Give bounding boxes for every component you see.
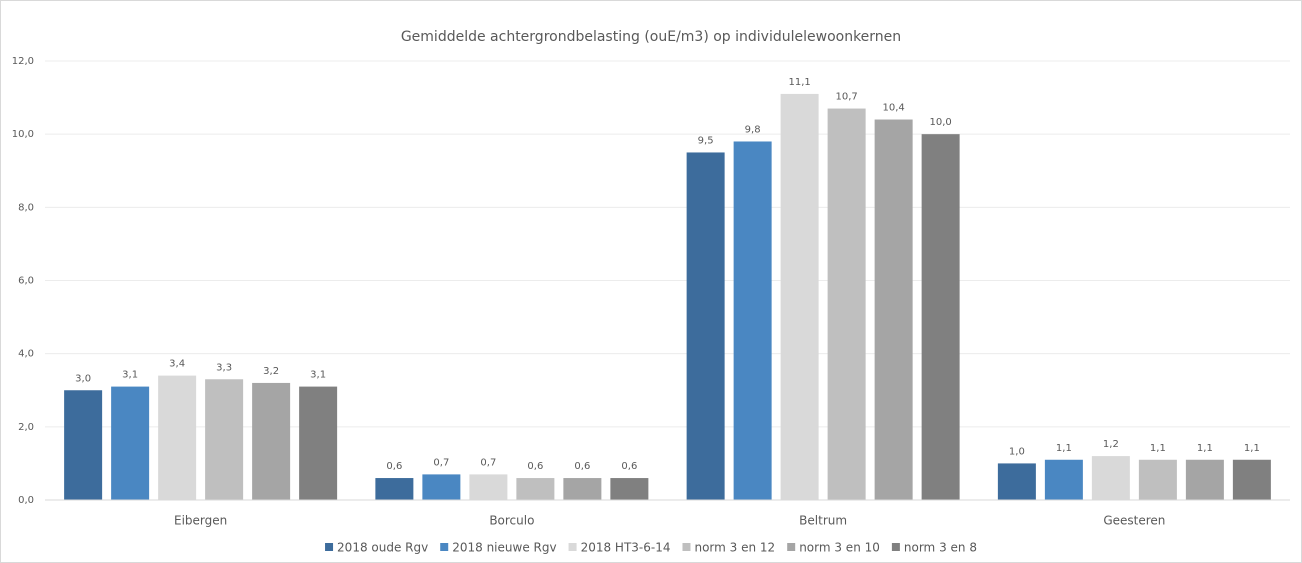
bar bbox=[469, 474, 508, 500]
bar bbox=[827, 108, 866, 500]
bar bbox=[874, 119, 913, 501]
bar bbox=[1091, 456, 1130, 500]
bar bbox=[252, 382, 291, 500]
value-label: 3,3 bbox=[216, 362, 232, 373]
legend-swatch bbox=[440, 543, 449, 551]
value-label: 1,0 bbox=[1009, 446, 1025, 457]
value-label: 1,1 bbox=[1244, 443, 1260, 454]
value-label: 10,7 bbox=[835, 92, 857, 103]
value-label: 0,6 bbox=[574, 461, 590, 472]
y-tick-label: 8,0 bbox=[18, 202, 34, 213]
value-label: 9,8 bbox=[745, 124, 761, 135]
value-label: 0,6 bbox=[386, 461, 402, 472]
legend-label: 2018 nieuwe Rgv bbox=[452, 541, 556, 555]
value-label: 3,4 bbox=[169, 359, 185, 370]
value-label: 1,2 bbox=[1103, 439, 1119, 450]
bar bbox=[111, 386, 150, 500]
value-label: 9,5 bbox=[698, 135, 714, 146]
bar bbox=[1044, 459, 1083, 500]
bar bbox=[516, 478, 555, 500]
bar bbox=[299, 386, 338, 500]
bar bbox=[422, 474, 461, 500]
bar bbox=[686, 152, 725, 501]
legend-swatch bbox=[568, 543, 577, 551]
value-label: 3,1 bbox=[310, 370, 326, 381]
bar bbox=[64, 390, 103, 500]
value-label: 10,4 bbox=[882, 103, 904, 114]
value-label: 1,1 bbox=[1197, 443, 1213, 454]
legend-swatch bbox=[682, 543, 691, 551]
bar bbox=[610, 478, 649, 500]
bar bbox=[733, 141, 772, 500]
legend-label: 2018 HT3-6-14 bbox=[581, 541, 671, 555]
y-tick-label: 0,0 bbox=[18, 495, 34, 506]
bar bbox=[1232, 459, 1271, 500]
bar bbox=[375, 478, 414, 500]
value-label: 0,6 bbox=[621, 461, 637, 472]
bar bbox=[1185, 459, 1224, 500]
legend-swatch bbox=[325, 543, 334, 551]
legend-label: norm 3 en 8 bbox=[904, 541, 977, 555]
value-label: 11,1 bbox=[788, 77, 810, 88]
x-tick-label: Beltrum bbox=[799, 514, 847, 528]
legend-label: norm 3 en 10 bbox=[799, 541, 880, 555]
value-label: 1,1 bbox=[1056, 443, 1072, 454]
value-label: 3,2 bbox=[263, 366, 279, 377]
x-tick-label: Eibergen bbox=[174, 514, 227, 528]
x-tick-label: Geesteren bbox=[1103, 514, 1165, 528]
legend-label: norm 3 en 12 bbox=[694, 541, 775, 555]
value-label: 0,7 bbox=[480, 457, 496, 468]
value-label: 10,0 bbox=[929, 117, 951, 128]
y-tick-label: 12,0 bbox=[12, 56, 34, 67]
value-label: 0,7 bbox=[433, 457, 449, 468]
bar bbox=[997, 463, 1036, 500]
y-tick-label: 2,0 bbox=[18, 422, 34, 433]
value-label: 3,0 bbox=[75, 373, 91, 384]
value-label: 0,6 bbox=[527, 461, 543, 472]
bar bbox=[921, 134, 960, 500]
legend-label: 2018 oude Rgv bbox=[337, 541, 428, 555]
y-tick-label: 6,0 bbox=[18, 276, 34, 287]
y-tick-label: 10,0 bbox=[12, 129, 34, 140]
bar bbox=[205, 379, 244, 500]
chart-title: Gemiddelde achtergrondbelasting (ouE/m3)… bbox=[401, 29, 901, 45]
legend-swatch bbox=[891, 543, 900, 551]
bar bbox=[158, 375, 197, 500]
y-tick-label: 4,0 bbox=[18, 349, 34, 360]
bar bbox=[780, 93, 819, 501]
legend-swatch bbox=[787, 543, 796, 551]
value-label: 3,1 bbox=[122, 370, 138, 381]
value-label: 1,1 bbox=[1150, 443, 1166, 454]
bar bbox=[1138, 459, 1177, 500]
x-tick-label: Borculo bbox=[489, 514, 534, 528]
bar bbox=[563, 478, 602, 500]
